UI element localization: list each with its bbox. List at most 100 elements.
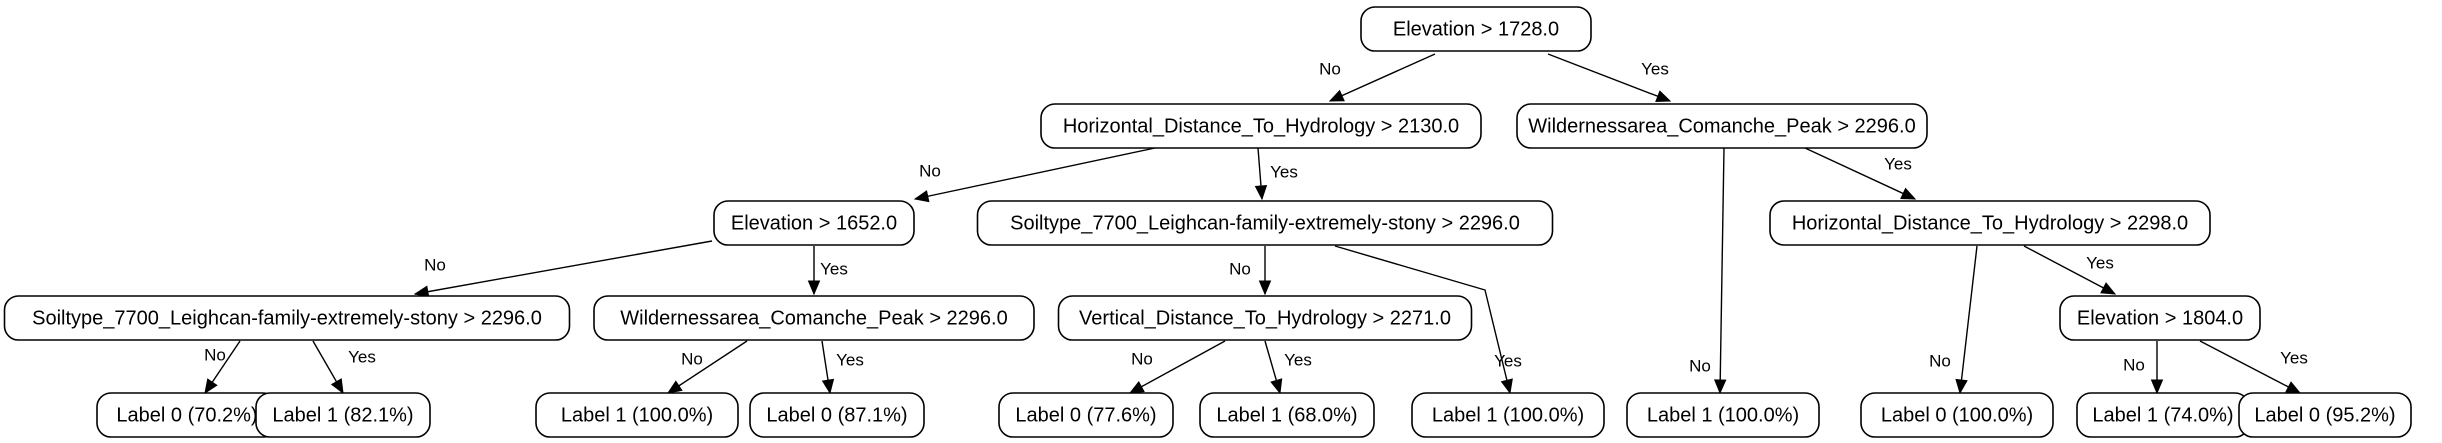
- node-box: [1516, 103, 1928, 149]
- arrowhead: [1500, 378, 1513, 395]
- edge-label: No: [681, 349, 703, 368]
- node-box: [749, 392, 925, 438]
- leaf-node-l2: Label 1 (82.1%): [255, 392, 431, 438]
- decision-node-n4: Soiltype_7700_Leighcan-family-extremely-…: [976, 200, 1554, 246]
- leaf-node-l7: Label 1 (100.0%): [1411, 392, 1605, 438]
- edge-label: No: [204, 345, 226, 364]
- node-label: Label 0 (70.2%): [116, 404, 257, 426]
- node-label: Elevation > 1652.0: [731, 212, 897, 234]
- arrowhead: [1900, 187, 1917, 200]
- edge-n1-n4: Yes: [1254, 147, 1298, 201]
- arrowhead: [821, 378, 835, 395]
- edge-n9-l11: Yes: [2199, 340, 2308, 394]
- edge-label: Yes: [820, 259, 848, 278]
- edge-n5-l9: No: [1929, 245, 1978, 395]
- decision-node-n5: Horizontal_Distance_To_Hydrology > 2298.…: [1769, 200, 2211, 246]
- edges-layer: No Yes No Yes No Yes No Yes No Yes No Yes No Yes No Yes…: [204, 53, 2308, 395]
- node-label: Label 0 (77.6%): [1015, 404, 1156, 426]
- node-label: Label 1 (68.0%): [1216, 404, 1357, 426]
- leaf-node-l6: Label 1 (68.0%): [1199, 392, 1375, 438]
- node-label: Elevation > 1728.0: [1393, 18, 1559, 40]
- node-label: Label 0 (87.1%): [766, 404, 907, 426]
- arrowhead: [1254, 185, 1268, 201]
- arrowhead: [1328, 89, 1345, 102]
- node-box: [593, 295, 1035, 341]
- arrowhead: [2285, 381, 2302, 394]
- edge-label: Yes: [1641, 59, 1669, 78]
- edge-n7-l3: No: [666, 340, 748, 394]
- edge-n2-l8: No: [1689, 147, 1727, 395]
- arrowhead: [1713, 379, 1727, 395]
- edge-label: No: [1319, 59, 1341, 78]
- edge-n5-n9: Yes: [2023, 245, 2117, 295]
- arrowhead: [1128, 381, 1145, 394]
- edge-line: [1719, 147, 1725, 394]
- edge-n4-n8: No: [1229, 246, 1272, 296]
- node-box: [1860, 392, 2054, 438]
- edge-line: [2199, 340, 2301, 394]
- node-box: [1411, 392, 1605, 438]
- node-box: [998, 392, 1174, 438]
- node-box: [1057, 295, 1473, 341]
- edge-label: No: [919, 161, 941, 180]
- leaf-node-l5: Label 0 (77.6%): [998, 392, 1174, 438]
- edge-label: No: [1689, 356, 1711, 375]
- arrowhead: [2150, 379, 2164, 395]
- edge-n9-l10: No: [2123, 341, 2164, 395]
- node-label: Label 1 (74.0%): [2092, 404, 2233, 426]
- edge-n8-l6: Yes: [1264, 340, 1312, 395]
- arrowhead: [1955, 378, 1968, 395]
- edge-label: Yes: [348, 347, 376, 366]
- arrowhead: [666, 380, 683, 394]
- edge-label: No: [1929, 351, 1951, 370]
- node-label: Elevation > 1804.0: [2077, 307, 2243, 329]
- edge-label: Yes: [1494, 351, 1522, 370]
- arrowhead: [1258, 280, 1272, 296]
- edge-n0-n2: Yes: [1547, 53, 1672, 102]
- edge-n3-n6: No: [413, 240, 713, 298]
- node-box: [1360, 6, 1592, 52]
- arrowhead: [2100, 282, 2117, 295]
- node-box: [1040, 103, 1482, 149]
- decision-node-n3: Elevation > 1652.0: [713, 200, 915, 246]
- arrowhead: [807, 280, 821, 296]
- leaf-node-l9: Label 0 (100.0%): [1860, 392, 2054, 438]
- node-label: Label 1 (82.1%): [272, 404, 413, 426]
- leaf-node-l1: Label 0 (70.2%): [96, 392, 278, 438]
- edge-line: [1129, 340, 1226, 394]
- decision-node-n0: Elevation > 1728.0: [1360, 6, 1592, 52]
- node-box: [1626, 392, 1820, 438]
- edge-label: Yes: [1284, 350, 1312, 369]
- decision-node-n7: Wildernessarea_Comanche_Peak > 2296.0: [593, 295, 1035, 341]
- node-label: Soiltype_7700_Leighcan-family-extremely-…: [1010, 212, 1520, 234]
- edge-line: [2023, 245, 2116, 295]
- node-label: Label 0 (95.2%): [2254, 404, 2395, 426]
- arrowhead: [204, 378, 218, 395]
- edge-line: [414, 240, 713, 295]
- edge-line: [1547, 53, 1671, 102]
- decision-node-n6: Soiltype_7700_Leighcan-family-extremely-…: [3, 295, 571, 341]
- edge-label: Yes: [2086, 253, 2114, 272]
- edge-n0-n1: No: [1319, 53, 1436, 102]
- edge-label: No: [2123, 355, 2145, 374]
- node-box: [1199, 392, 1375, 438]
- node-label: Soiltype_7700_Leighcan-family-extremely-…: [32, 307, 542, 329]
- decision-node-n8: Vertical_Distance_To_Hydrology > 2271.0: [1057, 295, 1473, 341]
- edge-line: [1959, 245, 1978, 394]
- edge-label: No: [1229, 259, 1251, 278]
- edge-n7-l4: Yes: [821, 340, 864, 395]
- node-label: Label 1 (100.0%): [1647, 404, 1799, 426]
- node-label: Horizontal_Distance_To_Hydrology > 2298.…: [1792, 212, 2188, 234]
- edge-n6-l2: Yes: [312, 340, 376, 395]
- node-box: [2059, 295, 2261, 341]
- leaf-node-l10: Label 1 (74.0%): [2076, 392, 2250, 438]
- edge-line: [667, 340, 748, 394]
- edge-n6-l1: No: [204, 340, 241, 395]
- decision-node-n9: Elevation > 1804.0: [2059, 295, 2261, 341]
- arrowhead: [913, 190, 930, 203]
- edge-n1-n3: No: [913, 147, 1156, 203]
- nodes-layer: Elevation > 1728.0 Horizontal_Distance_To…: [3, 6, 2412, 438]
- leaf-node-l4: Label 0 (87.1%): [749, 392, 925, 438]
- node-label: Horizontal_Distance_To_Hydrology > 2130.…: [1063, 115, 1459, 137]
